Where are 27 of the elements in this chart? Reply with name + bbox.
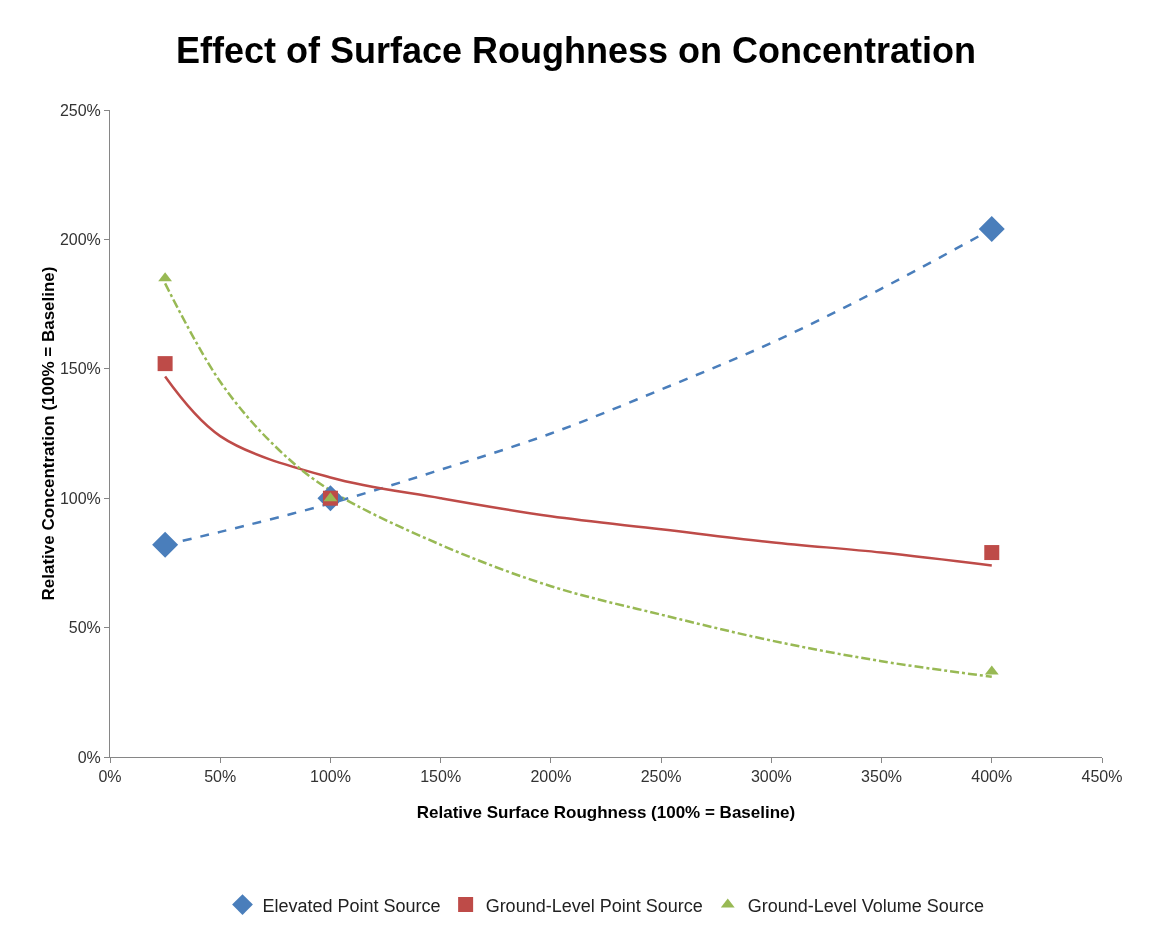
y-tick-label: 0% — [77, 748, 101, 766]
point — [157, 356, 173, 372]
y-tick-label: 100% — [59, 489, 101, 507]
x-tick-label: 350% — [861, 768, 903, 786]
point — [984, 545, 1000, 561]
legend-label: Elevated Point Source — [262, 895, 441, 916]
legend-label: Ground-Level Volume Source — [747, 895, 984, 916]
x-axis-title: Relative Surface Roughness (100% = Baseline) — [416, 803, 796, 822]
y-tick-label: 250% — [59, 101, 101, 119]
x-tick-label: 250% — [640, 768, 682, 786]
y-tick-label: 200% — [59, 231, 101, 248]
x-tick-label: 0% — [98, 768, 122, 786]
x-tick-label: 100% — [309, 768, 351, 786]
line-series — [163, 375, 994, 567]
chart-title: Effect of Surface Roughness on Concentration — [175, 30, 977, 72]
x-tick-label: 300% — [750, 768, 792, 786]
legend-label: Ground-Level Point Source — [485, 895, 703, 916]
y-tick-label: 50% — [68, 619, 101, 637]
y-axis-title: Relative Concentration (100% = Baseline) — [38, 266, 58, 601]
x-tick-label: 400% — [971, 768, 1013, 786]
point — [152, 531, 179, 558]
x-tick-label: 200% — [530, 768, 572, 786]
x-tick-label: 150% — [420, 768, 462, 786]
x-tick-label: 50% — [204, 768, 237, 786]
x-tick-label: 450% — [1081, 768, 1123, 786]
point — [978, 216, 1005, 243]
y-tick-label: 150% — [59, 360, 101, 378]
